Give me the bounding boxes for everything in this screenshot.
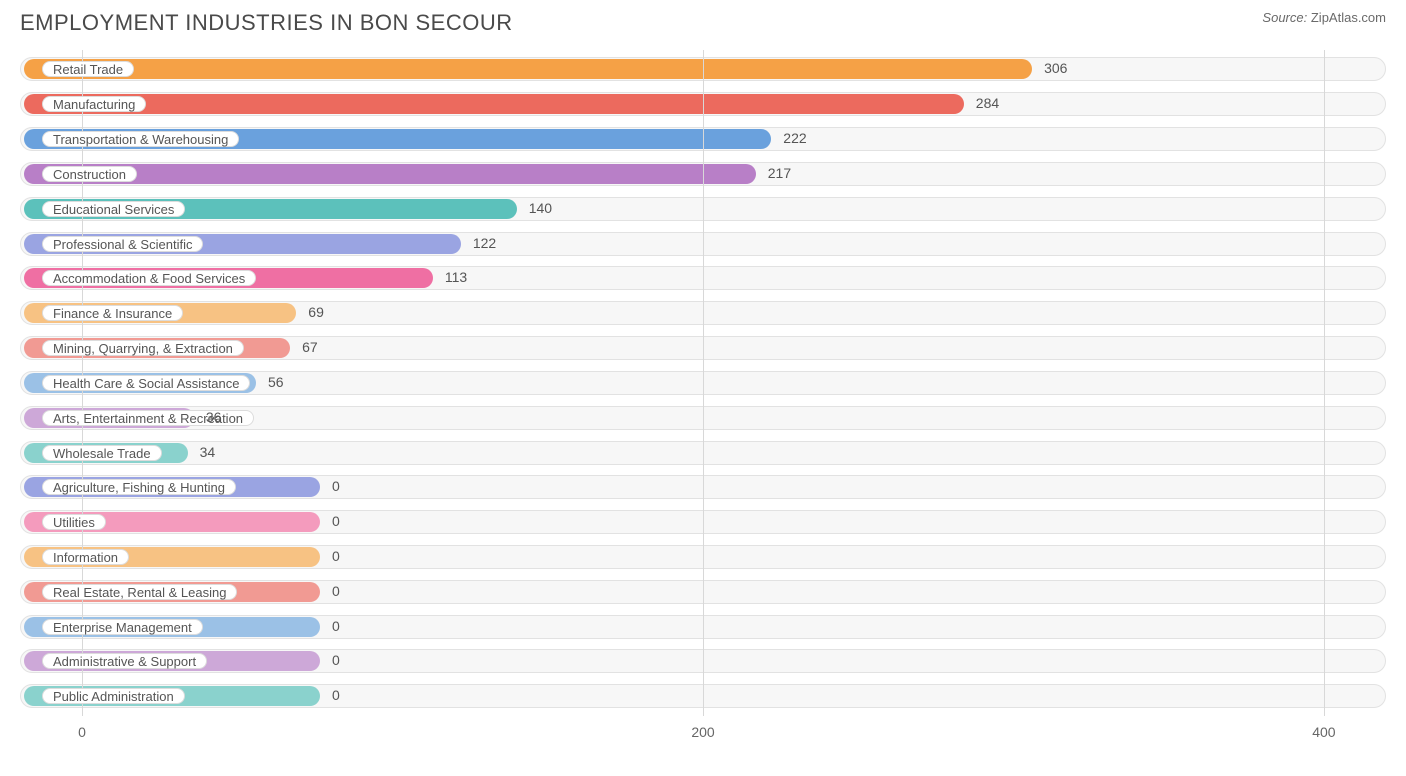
grid-line [1324,50,1325,716]
category-label: Finance & Insurance [42,305,183,321]
category-label: Wholesale Trade [42,445,162,461]
value-label: 306 [1044,60,1067,76]
value-label: 140 [529,200,552,216]
value-label: 0 [332,478,340,494]
value-label: 217 [768,165,791,181]
value-label: 0 [332,548,340,564]
value-label: 34 [200,444,216,460]
category-label: Retail Trade [42,61,134,77]
x-tick-label: 400 [1312,724,1335,740]
value-label: 222 [783,130,806,146]
category-label: Mining, Quarrying, & Extraction [42,340,244,356]
value-label: 69 [308,304,324,320]
grid-line [703,50,704,716]
bar [24,94,964,114]
value-label: 0 [332,618,340,634]
category-label: Arts, Entertainment & Recreation [42,410,254,426]
category-label: Real Estate, Rental & Leasing [42,584,237,600]
value-label: 113 [445,269,467,285]
bar [24,59,1032,79]
value-label: 122 [473,235,496,251]
value-label: 36 [206,409,222,425]
category-label: Construction [42,166,137,182]
value-label: 0 [332,513,340,529]
chart-source: Source: ZipAtlas.com [1262,10,1386,25]
category-label: Health Care & Social Assistance [42,375,250,391]
category-label: Enterprise Management [42,619,203,635]
category-label: Agriculture, Fishing & Hunting [42,479,236,495]
value-label: 0 [332,583,340,599]
source-label: Source: [1262,10,1307,25]
value-label: 284 [976,95,999,111]
x-tick-label: 0 [78,724,86,740]
chart-title: EMPLOYMENT INDUSTRIES IN BON SECOUR [20,10,513,36]
category-label: Information [42,549,129,565]
category-label: Manufacturing [42,96,146,112]
category-label: Administrative & Support [42,653,207,669]
source-value: ZipAtlas.com [1311,10,1386,25]
x-tick-label: 200 [691,724,714,740]
value-label: 67 [302,339,318,355]
category-label: Professional & Scientific [42,236,203,252]
category-label: Utilities [42,514,106,530]
value-label: 0 [332,687,340,703]
category-label: Accommodation & Food Services [42,270,256,286]
category-label: Transportation & Warehousing [42,131,239,147]
category-label: Public Administration [42,688,185,704]
chart-header: EMPLOYMENT INDUSTRIES IN BON SECOUR Sour… [20,10,1386,36]
category-label: Educational Services [42,201,185,217]
value-label: 56 [268,374,284,390]
chart-area: Retail Trade 306 Manufacturing 284 Transport… [20,50,1386,740]
value-label: 0 [332,652,340,668]
